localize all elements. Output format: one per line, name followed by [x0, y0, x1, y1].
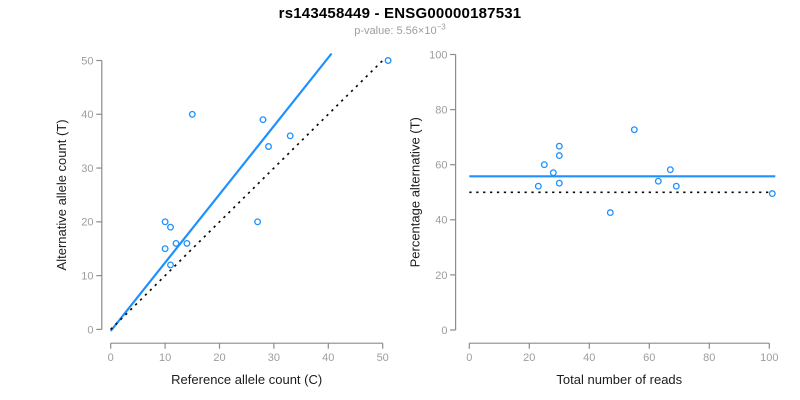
data-point: [630, 126, 638, 134]
y-axis-title: Alternative allele count (T): [54, 119, 69, 270]
y-tick-label: 50: [81, 55, 93, 67]
y-tick-label: 60: [435, 160, 447, 172]
x-tick-label: 100: [760, 352, 778, 364]
y-tick-label: 20: [435, 270, 447, 282]
x-tick-label: 60: [643, 352, 655, 364]
y-tick-label: 40: [81, 109, 93, 121]
data-point: [555, 142, 563, 150]
x-tick-label: 0: [466, 352, 472, 364]
data-point: [549, 169, 557, 177]
left-plot: 0 10 20 30 40 50 0 10 20 30 40 50 Reference allele c…: [54, 52, 392, 387]
x-tick-label: 80: [703, 352, 715, 364]
left-plot-points: [161, 57, 392, 269]
y-tick-label: 100: [429, 49, 447, 61]
data-point: [188, 110, 196, 118]
x-axis-title: Reference allele count (C): [171, 372, 322, 387]
x-tick-label: 20: [213, 352, 225, 364]
y-tick-label: 40: [435, 215, 447, 227]
data-point: [384, 57, 392, 64]
y-tick-label: 0: [87, 324, 93, 336]
x-tick-label: 50: [377, 352, 389, 364]
data-point: [666, 166, 674, 174]
pvalue-label: p-value:: [354, 25, 394, 37]
figure-subtitle: p-value: 5.56×10−3: [0, 22, 800, 37]
y-tick-label: 20: [81, 217, 93, 229]
pvalue-value: 5.56×10−3: [396, 22, 446, 37]
data-point: [172, 239, 180, 247]
identity-line: [110, 57, 386, 331]
x-tick-label: 10: [159, 352, 171, 364]
x-tick-label: 40: [583, 352, 595, 364]
data-point: [254, 218, 262, 226]
data-point: [167, 223, 174, 231]
data-point: [606, 209, 614, 217]
data-point: [540, 161, 548, 169]
y-tick-label: 10: [81, 271, 93, 283]
data-point: [555, 152, 563, 160]
pvalue-exponent: −3: [436, 22, 446, 32]
data-point: [161, 218, 169, 226]
x-tick-label: 20: [523, 352, 535, 364]
right-plot-points: [534, 126, 776, 217]
data-point: [286, 132, 294, 140]
data-point: [167, 261, 174, 269]
data-point: [265, 143, 272, 150]
y-tick-label: 0: [441, 325, 447, 337]
data-point: [555, 179, 563, 187]
data-point: [259, 116, 267, 124]
data-point: [161, 245, 169, 253]
y-tick-label: 80: [435, 105, 447, 117]
data-point: [672, 182, 680, 190]
data-point: [534, 182, 542, 190]
y-axis-title: Percentage alternative (T): [408, 117, 423, 267]
figure-title: rs143458449 - ENSG00000187531: [278, 5, 522, 22]
x-tick-label: 0: [108, 352, 114, 364]
data-point: [183, 239, 191, 247]
data-point: [654, 177, 662, 185]
x-tick-label: 30: [268, 352, 280, 364]
right-plot: 0 20 40 60 80 100 0 20 40 60 80 100 Total number of …: [408, 49, 779, 387]
x-tick-label: 40: [322, 352, 334, 364]
data-point: [768, 190, 776, 198]
fit-line: [109, 52, 333, 332]
x-axis-title: Total number of reads: [556, 372, 682, 387]
y-tick-label: 30: [81, 163, 93, 175]
